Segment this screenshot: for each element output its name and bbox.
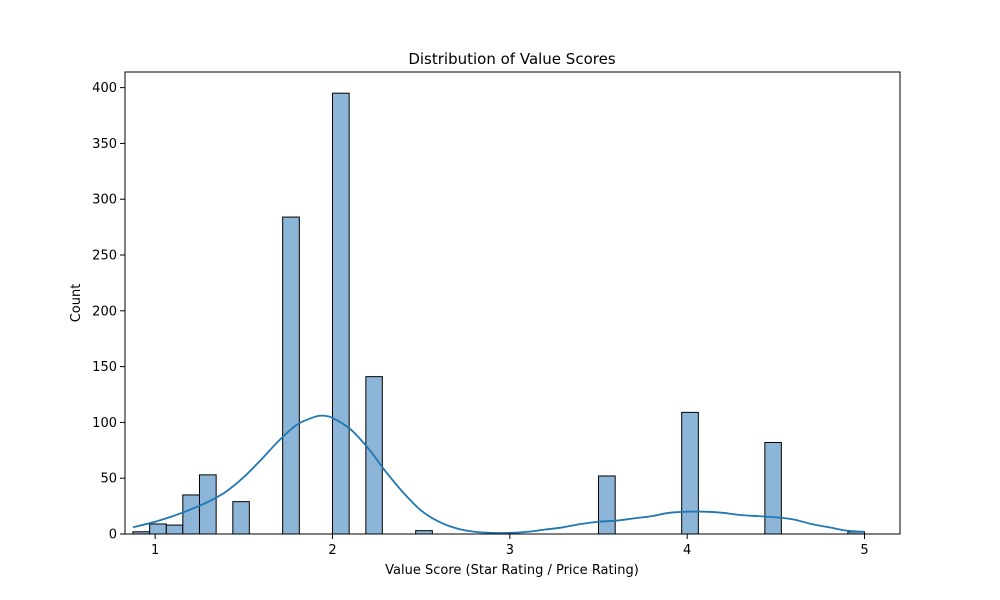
histogram-bar	[331, 92, 350, 535]
y-tick-label: 250	[92, 249, 117, 264]
chart-title: Distribution of Value Scores	[408, 50, 615, 68]
y-tick-label: 50	[100, 472, 117, 487]
y-tick-label: 100	[92, 416, 117, 431]
histogram-bars	[132, 92, 866, 535]
histogram-bar	[149, 523, 167, 535]
x-tick-label: 1	[151, 543, 159, 558]
y-tick-label: 150	[92, 360, 117, 375]
x-axis-label: Value Score (Star Rating / Price Rating)	[385, 563, 639, 578]
y-tick-label: 200	[92, 304, 117, 319]
histogram-bar	[764, 441, 782, 535]
plot-frame	[124, 71, 901, 535]
y-tick-label: 400	[92, 81, 117, 96]
histogram-bar	[232, 501, 250, 535]
kde-curve	[132, 414, 865, 534]
histogram-bar	[165, 524, 184, 535]
x-tick-label: 4	[683, 543, 691, 558]
y-tick-label: 0	[109, 528, 117, 543]
x-tick-label: 5	[860, 543, 868, 558]
histogram-bar	[681, 411, 699, 535]
histogram-bar	[598, 475, 616, 535]
y-axis-label: Count	[69, 284, 84, 323]
x-tick-label: 3	[506, 543, 514, 558]
y-tick-label: 300	[92, 193, 117, 208]
y-tick-label: 350	[92, 137, 117, 152]
histogram-bar	[182, 494, 200, 535]
histogram-bar	[282, 216, 300, 535]
x-axis-ticks: 1 2 3 4 5	[151, 534, 869, 558]
histogram-bar	[415, 530, 433, 535]
y-axis-ticks: 0 50 100 150 200 250 300 350 400	[92, 81, 125, 543]
x-tick-label: 2	[328, 543, 336, 558]
